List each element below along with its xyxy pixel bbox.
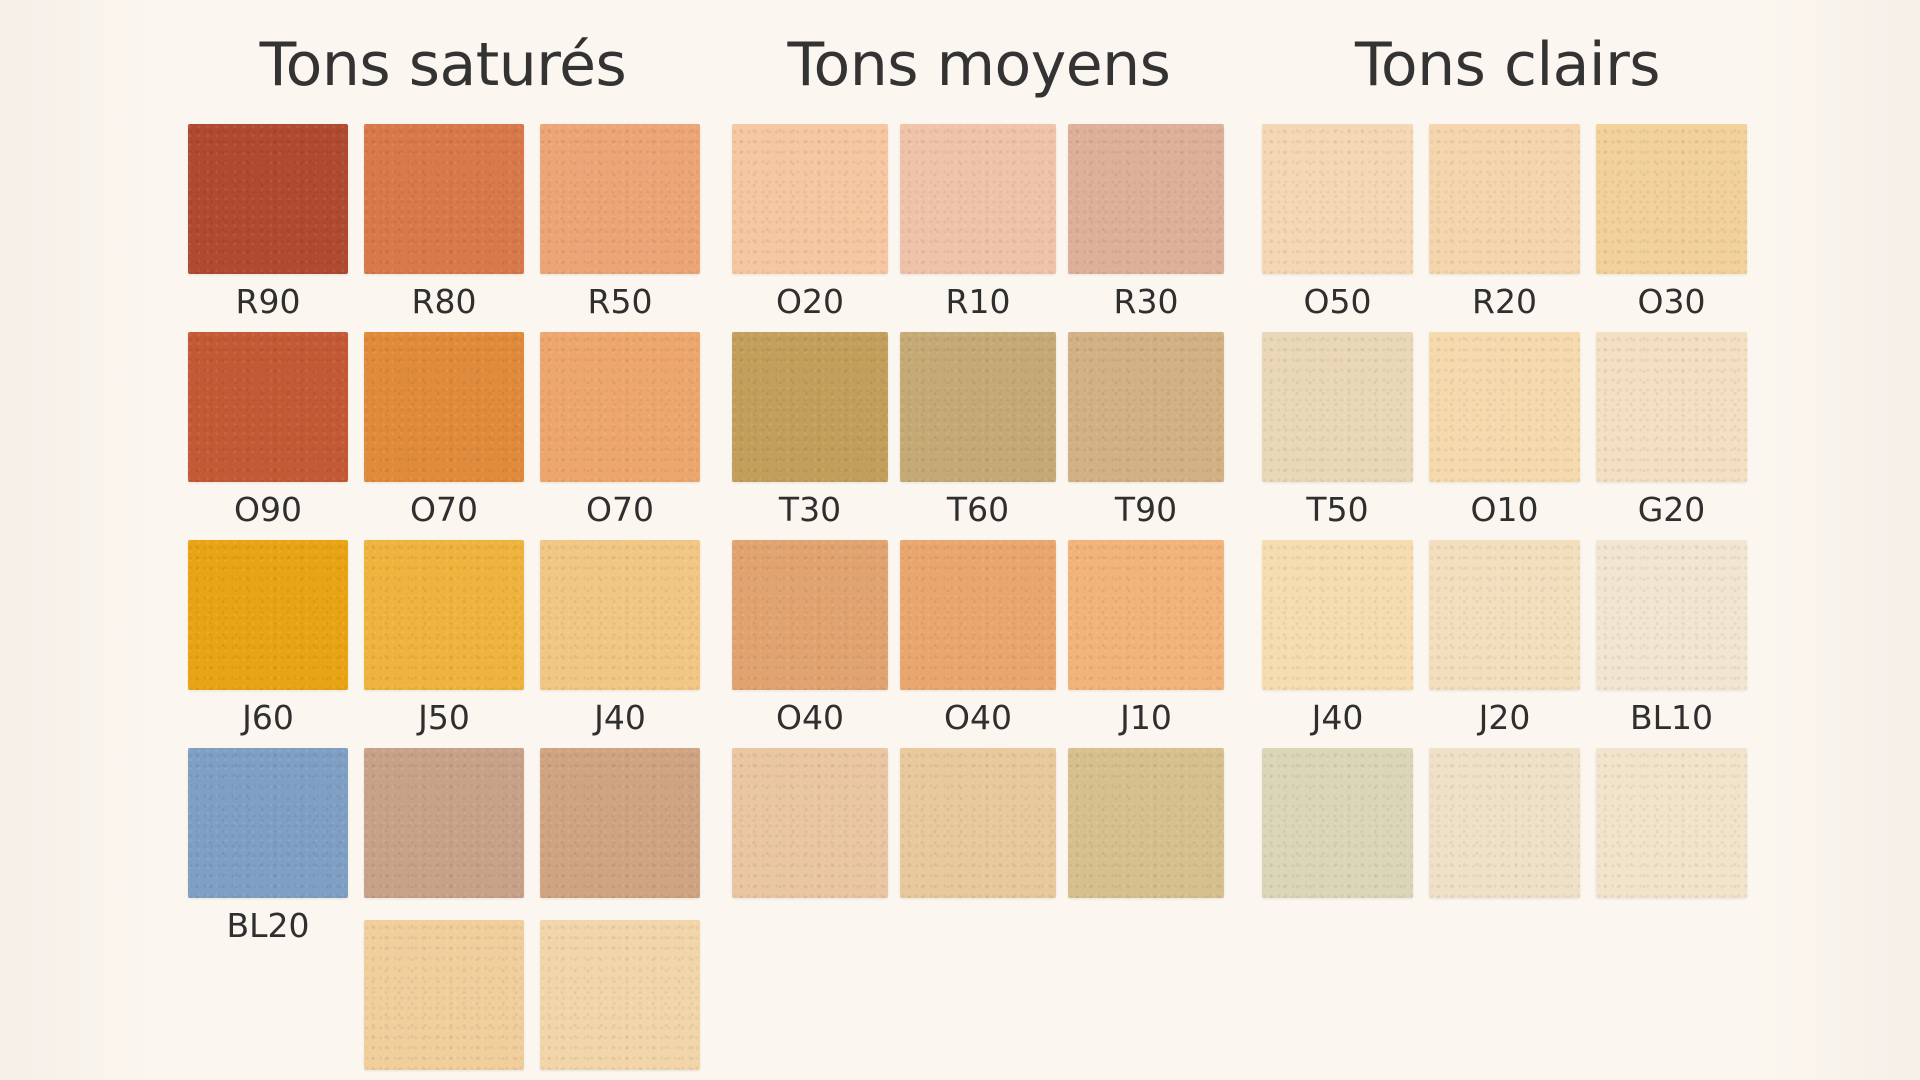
color-swatch[interactable]: [364, 748, 524, 898]
color-swatch[interactable]: [188, 748, 348, 898]
color-swatch[interactable]: [1068, 332, 1224, 482]
swatch-code: J20: [1478, 698, 1531, 737]
color-swatch[interactable]: [1429, 748, 1580, 898]
swatch-code: T60: [946, 490, 1010, 529]
swatch-code: O30: [1637, 282, 1706, 321]
color-swatch[interactable]: [1596, 748, 1747, 898]
color-swatch[interactable]: [540, 540, 700, 690]
color-swatch[interactable]: [364, 332, 524, 482]
color-swatch[interactable]: [1262, 748, 1413, 898]
swatch-code: O50: [1303, 282, 1372, 321]
color-swatch[interactable]: [540, 332, 700, 482]
color-swatch[interactable]: [732, 332, 888, 482]
group-title: Tons saturés: [259, 30, 627, 100]
swatch-code: O40: [776, 698, 844, 737]
group-title: Tons moyens: [787, 30, 1171, 100]
swatch-code: T50: [1306, 490, 1369, 529]
swatch-code: O10: [1470, 490, 1539, 529]
swatch-code: O40: [944, 698, 1012, 737]
swatch-code: R20: [1472, 282, 1537, 321]
color-swatch[interactable]: [1429, 332, 1580, 482]
color-swatch[interactable]: [540, 124, 700, 274]
color-swatch[interactable]: [1068, 540, 1224, 690]
color-swatch[interactable]: [188, 540, 348, 690]
color-swatch[interactable]: [540, 748, 700, 898]
swatch-code: T30: [778, 490, 842, 529]
color-swatch[interactable]: [1596, 332, 1747, 482]
swatch-code: T90: [1114, 490, 1178, 529]
color-swatch[interactable]: [732, 748, 888, 898]
swatch-code: J40: [594, 698, 646, 737]
swatch-code: J60: [242, 698, 294, 737]
color-swatch[interactable]: [900, 124, 1056, 274]
color-swatch[interactable]: [1596, 124, 1747, 274]
swatch-code: J10: [1120, 698, 1172, 737]
swatch-code: R90: [235, 282, 301, 321]
swatch-code: G20: [1637, 490, 1706, 529]
color-swatch[interactable]: [1068, 748, 1224, 898]
color-swatch[interactable]: [900, 332, 1056, 482]
color-swatch[interactable]: [364, 124, 524, 274]
color-swatch[interactable]: [1429, 540, 1580, 690]
color-swatch[interactable]: [900, 540, 1056, 690]
swatch-code: R50: [587, 282, 653, 321]
color-swatch[interactable]: [1262, 124, 1413, 274]
color-swatch[interactable]: [1262, 332, 1413, 482]
color-swatch[interactable]: [1429, 124, 1580, 274]
swatch-code: BL20: [226, 906, 310, 945]
swatch-code: O90: [234, 490, 302, 529]
swatch-code: O20: [776, 282, 844, 321]
swatch-code: J40: [1311, 698, 1364, 737]
color-swatch[interactable]: [364, 920, 524, 1070]
color-swatch[interactable]: [1068, 124, 1224, 274]
color-swatch[interactable]: [540, 920, 700, 1070]
color-swatch[interactable]: [364, 540, 524, 690]
color-swatch[interactable]: [732, 540, 888, 690]
color-swatch[interactable]: [188, 332, 348, 482]
swatch-code: O70: [586, 490, 654, 529]
color-swatch[interactable]: [1596, 540, 1747, 690]
color-swatch[interactable]: [1262, 540, 1413, 690]
swatch-code: BL10: [1629, 698, 1713, 737]
swatch-code: R80: [411, 282, 477, 321]
swatch-code: R30: [1113, 282, 1179, 321]
color-swatch[interactable]: [900, 748, 1056, 898]
color-swatch[interactable]: [188, 124, 348, 274]
swatch-code: J50: [418, 698, 470, 737]
swatch-code: R10: [945, 282, 1011, 321]
group-title: Tons clairs: [1354, 30, 1661, 100]
color-swatch[interactable]: [732, 124, 888, 274]
swatch-code: O70: [410, 490, 478, 529]
